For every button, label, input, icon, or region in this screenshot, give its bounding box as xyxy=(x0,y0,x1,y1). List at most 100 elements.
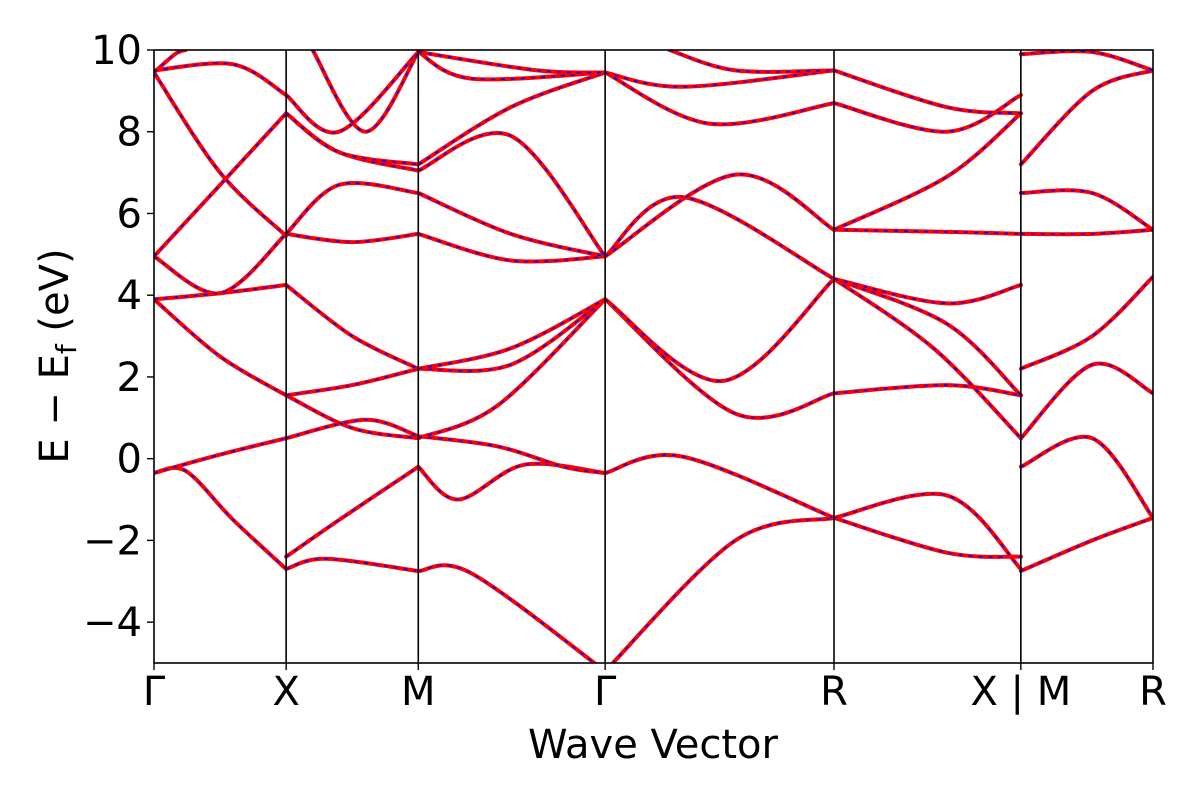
band-line-primary xyxy=(603,453,836,520)
band-line-secondary xyxy=(154,233,287,295)
band-line-secondary xyxy=(418,233,606,263)
band-line-primary xyxy=(832,383,1023,398)
band-line-primary xyxy=(416,131,608,259)
y-tick-label: −2 xyxy=(83,518,142,564)
x-tick-label: R xyxy=(1139,669,1167,715)
band-line-secondary xyxy=(833,94,1022,133)
band-line-primary xyxy=(832,491,1023,571)
band-line-secondary xyxy=(285,182,419,235)
band-line-secondary xyxy=(154,437,287,474)
band-line-primary xyxy=(284,464,421,559)
band-line-primary xyxy=(416,563,598,663)
y-axis-label-tail: (eV) xyxy=(32,248,78,344)
band-line-primary xyxy=(416,297,608,371)
band-line-secondary xyxy=(418,51,606,74)
band-line-primary xyxy=(1018,361,1153,441)
band-line-primary xyxy=(610,515,836,663)
band-line-primary xyxy=(154,231,289,296)
y-tick-label: 4 xyxy=(117,273,142,319)
band-line-secondary xyxy=(833,517,1021,558)
band-line-primary xyxy=(416,191,608,259)
band-line-secondary xyxy=(833,278,1022,305)
y-axis-label-main: E − E xyxy=(32,354,78,464)
band-line-primary xyxy=(416,231,608,264)
band-line-primary xyxy=(310,50,421,134)
y-tick-label: 0 xyxy=(117,437,142,483)
band-line-secondary xyxy=(604,454,835,519)
y-axis-label: E − Ef (eV) xyxy=(32,248,83,463)
band-line-secondary xyxy=(285,394,419,439)
band-line-secondary xyxy=(154,112,287,257)
x-tick-label: Γ xyxy=(594,669,617,715)
band-line-secondary xyxy=(833,229,1021,235)
band-line-secondary xyxy=(154,72,287,237)
x-tick-label: X xyxy=(272,669,299,715)
band-line-primary xyxy=(1018,434,1153,520)
band-line-secondary xyxy=(833,278,1022,396)
band-line-secondary xyxy=(418,564,596,663)
band-line-secondary xyxy=(611,517,835,663)
x-axis-ticks: Γ X M Γ R X | M R xyxy=(143,663,1167,715)
band-line-secondary xyxy=(1020,69,1153,165)
band-line-primary xyxy=(284,111,421,167)
band-line-primary xyxy=(1018,50,1153,73)
y-tick-label: 10 xyxy=(91,28,142,74)
bands-group xyxy=(154,50,1153,663)
band-line-secondary xyxy=(154,298,287,396)
band-line-secondary xyxy=(154,467,287,570)
y-tick-label: −4 xyxy=(83,600,142,646)
band-line-secondary xyxy=(417,192,606,258)
y-tick-label: 2 xyxy=(117,355,142,401)
band-line-primary xyxy=(284,231,421,245)
band-line-secondary xyxy=(1020,189,1153,231)
band-line-secondary xyxy=(418,435,606,474)
band-line-secondary xyxy=(418,298,606,370)
band-line-primary xyxy=(284,50,421,135)
band-line-secondary xyxy=(285,418,419,439)
band-line-primary xyxy=(832,515,1023,559)
x-tick-label: X | M xyxy=(970,669,1071,715)
x-tick-label: R xyxy=(820,669,848,715)
band-line-primary xyxy=(416,70,608,167)
band-line-secondary xyxy=(1020,50,1153,72)
band-line-primary xyxy=(284,283,421,371)
band-line-primary xyxy=(603,276,836,384)
band-line-primary xyxy=(284,180,421,236)
band-line-primary xyxy=(154,297,289,398)
band-line-primary xyxy=(1018,68,1153,167)
band-line-secondary xyxy=(417,132,606,257)
band-line-secondary xyxy=(604,196,835,280)
band-line-secondary xyxy=(833,69,1021,115)
band-line-secondary xyxy=(285,284,419,370)
band-line-secondary xyxy=(1020,436,1153,519)
band-line-primary xyxy=(832,111,1023,232)
x-tick-label: Γ xyxy=(143,669,166,715)
band-line-primary xyxy=(832,276,1023,306)
plot-frame xyxy=(153,49,1154,664)
band-line-secondary xyxy=(604,69,835,88)
band-line-primary xyxy=(1018,515,1153,573)
band-line-secondary xyxy=(418,298,606,372)
y-axis-ticks: −4 −2 0 2 4 6 8 10 xyxy=(83,28,154,646)
band-line-primary xyxy=(603,70,836,127)
band-line-primary xyxy=(667,50,836,74)
band-line-primary xyxy=(154,70,289,238)
band-line-secondary xyxy=(417,71,606,166)
band-line-secondary xyxy=(1020,276,1153,370)
band-line-secondary xyxy=(1020,362,1153,439)
band-line-primary xyxy=(154,61,289,97)
band-line-primary xyxy=(1018,274,1153,371)
band-line-primary xyxy=(284,366,421,398)
high-symmetry-lines xyxy=(285,50,1022,663)
band-line-secondary xyxy=(1020,229,1153,236)
y-axis-label-sub: f xyxy=(50,343,83,354)
band-line-secondary xyxy=(604,173,835,258)
x-axis-label: Wave Vector xyxy=(528,722,779,768)
band-line-primary xyxy=(154,465,289,571)
band-line-secondary xyxy=(311,50,419,133)
band-line-primary xyxy=(1018,188,1153,232)
y-tick-label: 6 xyxy=(117,191,142,237)
band-line-secondary xyxy=(833,278,1022,439)
band-line-primary xyxy=(832,68,1023,116)
